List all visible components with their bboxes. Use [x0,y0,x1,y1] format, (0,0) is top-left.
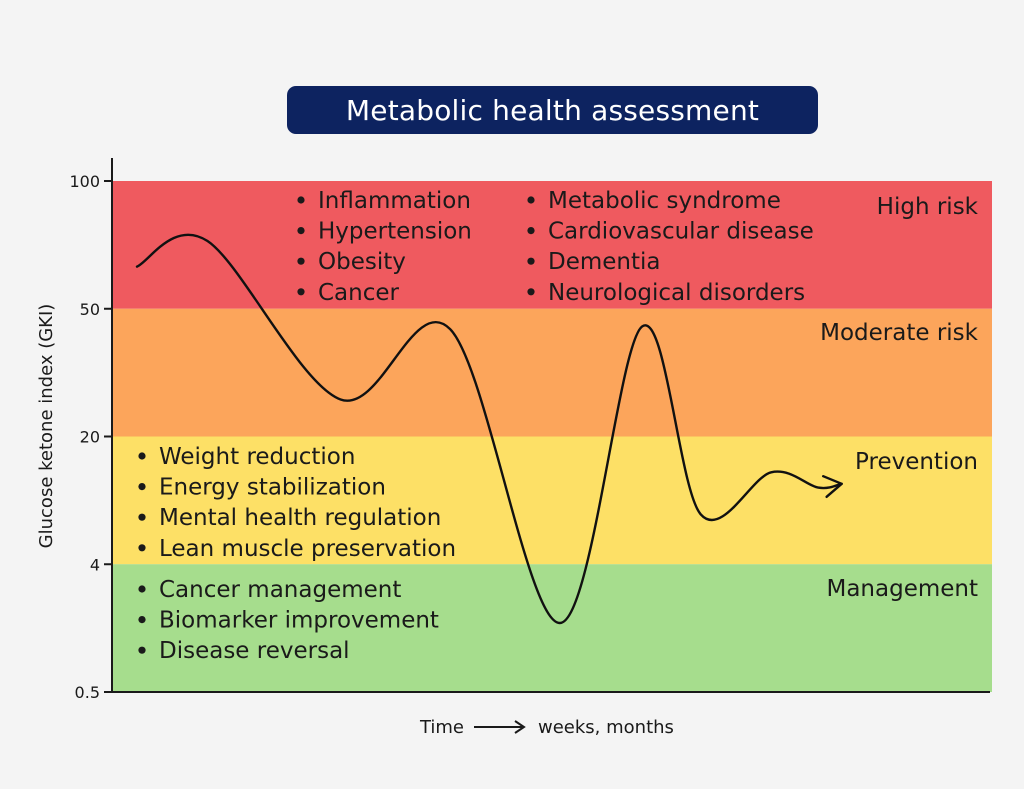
y-tick-label-4: 0.5 [75,683,100,702]
list-bullet-management-0 [138,585,146,593]
list-item-lean-muscle-preservation: Lean muscle preservation [159,536,456,562]
list-item-dementia: Dementia [548,249,661,275]
band-label-moderate-risk: Moderate risk [820,320,979,346]
list-item-metabolic-syndrome: Metabolic syndrome [548,188,781,214]
list-bullet-high-risk-col1-3 [297,288,305,296]
list-bullet-high-risk-col2-0 [527,196,535,204]
y-axis-label: Glucose ketone index (GKI) [36,304,57,549]
y-tick-label-1: 50 [80,300,100,319]
list-item-hypertension: Hypertension [318,219,472,245]
list-item-cancer-management: Cancer management [159,577,401,603]
list-bullet-high-risk-col1-2 [297,257,305,265]
band-label-prevention: Prevention [855,449,978,475]
chart-title: Metabolic health assessment [287,86,818,134]
axes [111,158,990,693]
list-item-cardiovascular-disease: Cardiovascular disease [548,219,814,245]
list-bullet-high-risk-col2-2 [527,257,535,265]
list-bullet-high-risk-col1-0 [297,196,305,204]
list-item-obesity: Obesity [318,249,406,275]
risk-bands [112,181,992,692]
list-bullet-management-1 [138,616,146,624]
list-item-inflammation: Inflammation [318,188,471,214]
list-bullet-high-risk-col1-1 [297,227,305,235]
list-item-weight-reduction: Weight reduction [159,444,355,470]
band-lists: Inflammation Hypertension Obesity Cancer Met… [138,188,814,664]
band-prevention [112,436,992,565]
list-item-mental-health-regulation: Mental health regulation [159,505,441,531]
band-labels: High risk Moderate risk Prevention Manageme… [820,194,979,602]
list-item-biomarker-improvement: Biomarker improvement [159,608,439,634]
x-axis-label: Time [419,717,464,738]
y-tick-label-3: 4 [90,555,100,574]
list-item-disease-reversal: Disease reversal [159,638,350,664]
y-tick-label-0: 100 [69,172,100,191]
list-bullet-high-risk-col2-1 [527,227,535,235]
list-item-cancer: Cancer [318,280,400,306]
list-bullet-high-risk-col2-3 [527,288,535,296]
list-bullet-prevention-1 [138,483,146,491]
band-management [112,564,992,692]
band-label-management: Management [826,576,978,602]
gki-curve-arrowhead [822,475,843,498]
x-axis-label-suffix: weeks, months [538,717,674,738]
x-axis-arrow-head [514,720,526,734]
list-item-neurological-disorders: Neurological disorders [548,280,805,306]
y-ticks: 100 50 20 4 0.5 [69,172,112,702]
band-moderate-risk [112,308,992,437]
band-high-risk [112,181,992,309]
list-bullet-prevention-3 [138,544,146,552]
x-axis-label-group: Time weeks, months [419,717,674,738]
band-label-high-risk: High risk [877,194,979,220]
gki-curve-line [135,233,843,625]
list-bullet-prevention-0 [138,452,146,460]
gki-curve [135,233,843,625]
list-bullet-prevention-2 [138,513,146,521]
list-bullet-management-2 [138,646,146,654]
y-tick-label-2: 20 [80,428,100,447]
list-item-energy-stabilization: Energy stabilization [159,475,386,501]
